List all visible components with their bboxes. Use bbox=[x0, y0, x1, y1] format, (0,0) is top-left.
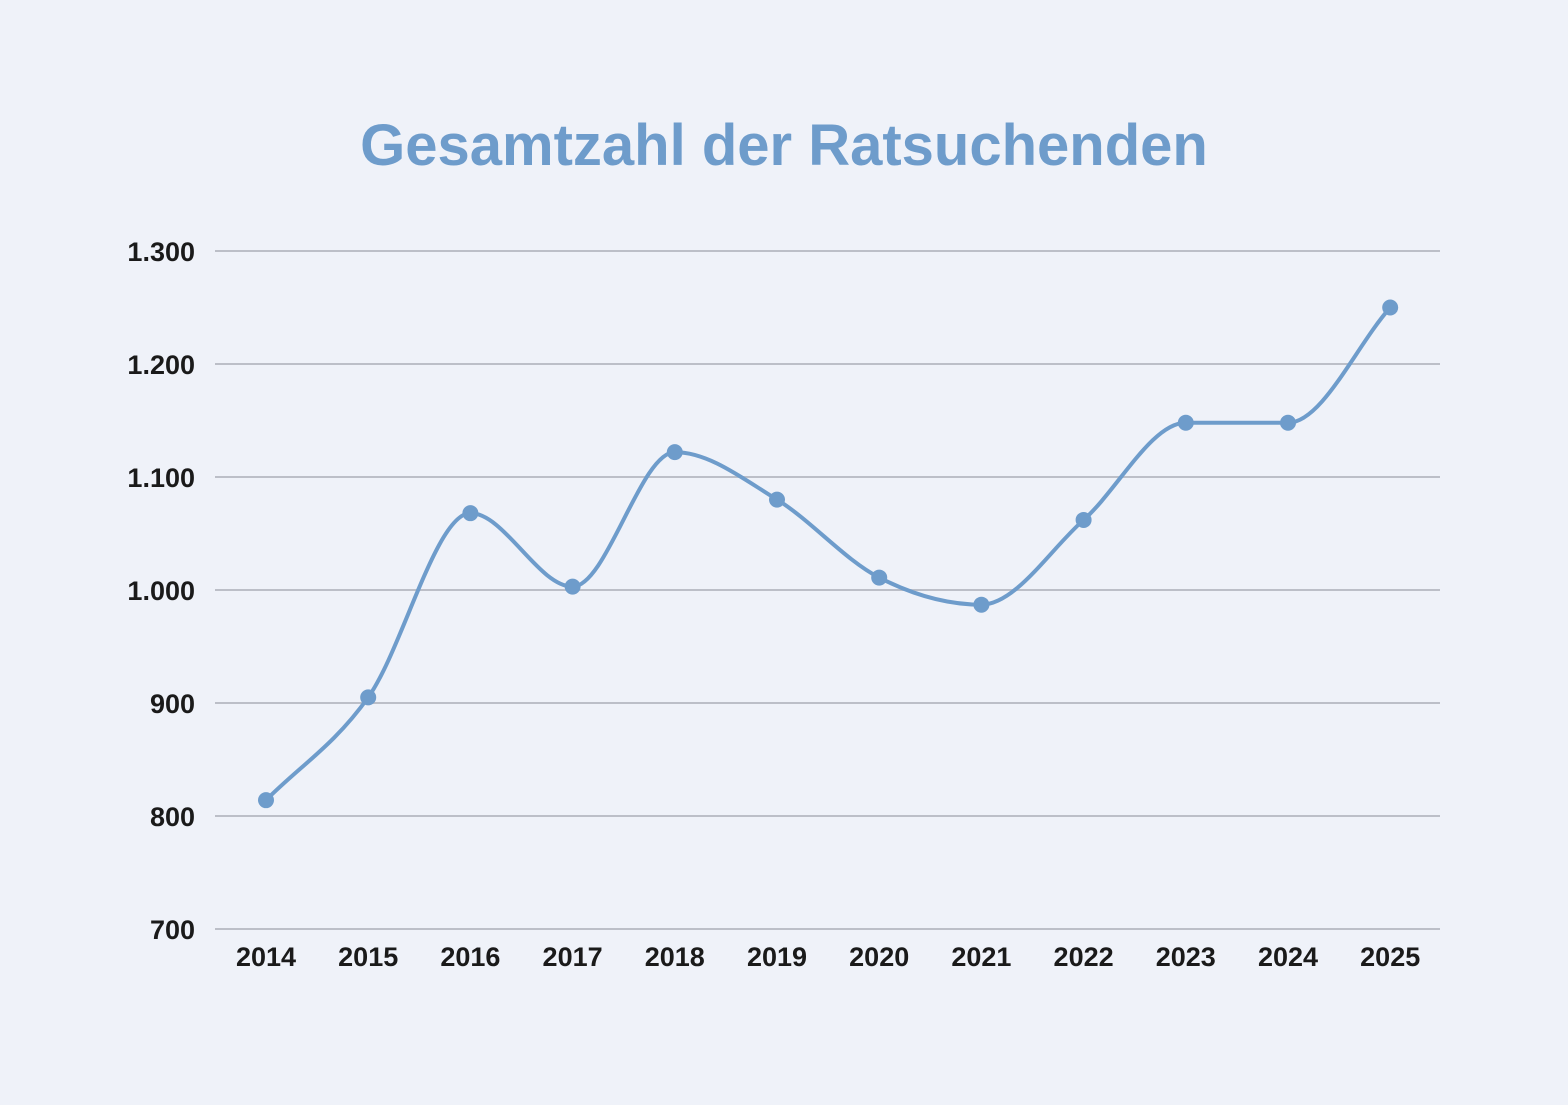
y-tick-label: 1.300 bbox=[127, 237, 195, 267]
y-tick-label: 1.000 bbox=[127, 576, 195, 606]
chart-title: Gesamtzahl der Ratsuchenden bbox=[360, 113, 1208, 178]
x-tick-label: 2020 bbox=[849, 942, 909, 972]
x-tick-label: 2019 bbox=[747, 942, 807, 972]
x-tick-label: 2023 bbox=[1156, 942, 1216, 972]
data-point bbox=[1382, 299, 1399, 316]
gridlines bbox=[215, 250, 1440, 930]
x-tick-label: 2017 bbox=[543, 942, 603, 972]
data-point bbox=[1280, 414, 1296, 431]
y-axis-tick-labels: 700 800 900 1.000 1.100 1.200 1.300 bbox=[127, 237, 195, 945]
x-tick-label: 2018 bbox=[645, 942, 705, 972]
data-point bbox=[462, 505, 479, 522]
y-tick-label: 700 bbox=[150, 915, 195, 945]
x-tick-label: 2024 bbox=[1258, 942, 1318, 972]
y-tick-label: 900 bbox=[150, 689, 195, 719]
series-line bbox=[264, 306, 1392, 802]
data-point bbox=[1075, 511, 1092, 528]
data-point bbox=[769, 491, 785, 508]
y-tick-label: 1.100 bbox=[127, 463, 195, 493]
data-point bbox=[1177, 414, 1194, 431]
y-tick-label: 1.200 bbox=[127, 350, 195, 380]
x-tick-label: 2022 bbox=[1054, 942, 1114, 972]
data-point bbox=[360, 689, 377, 706]
data-point bbox=[666, 444, 683, 461]
y-tick-label: 800 bbox=[150, 802, 195, 832]
x-tick-label: 2014 bbox=[236, 942, 296, 972]
data-point bbox=[973, 596, 990, 613]
data-point bbox=[871, 569, 888, 586]
x-tick-label: 2025 bbox=[1360, 942, 1420, 972]
x-tick-label: 2015 bbox=[338, 942, 398, 972]
data-point bbox=[564, 578, 581, 595]
data-point bbox=[258, 792, 274, 809]
x-tick-label: 2021 bbox=[951, 942, 1011, 972]
series-layer bbox=[258, 299, 1399, 809]
x-tick-label: 2016 bbox=[440, 942, 500, 972]
x-axis-tick-labels: 2014 2015 2016 2017 2018 2019 2020 2021 2022 2023… bbox=[236, 942, 1420, 972]
